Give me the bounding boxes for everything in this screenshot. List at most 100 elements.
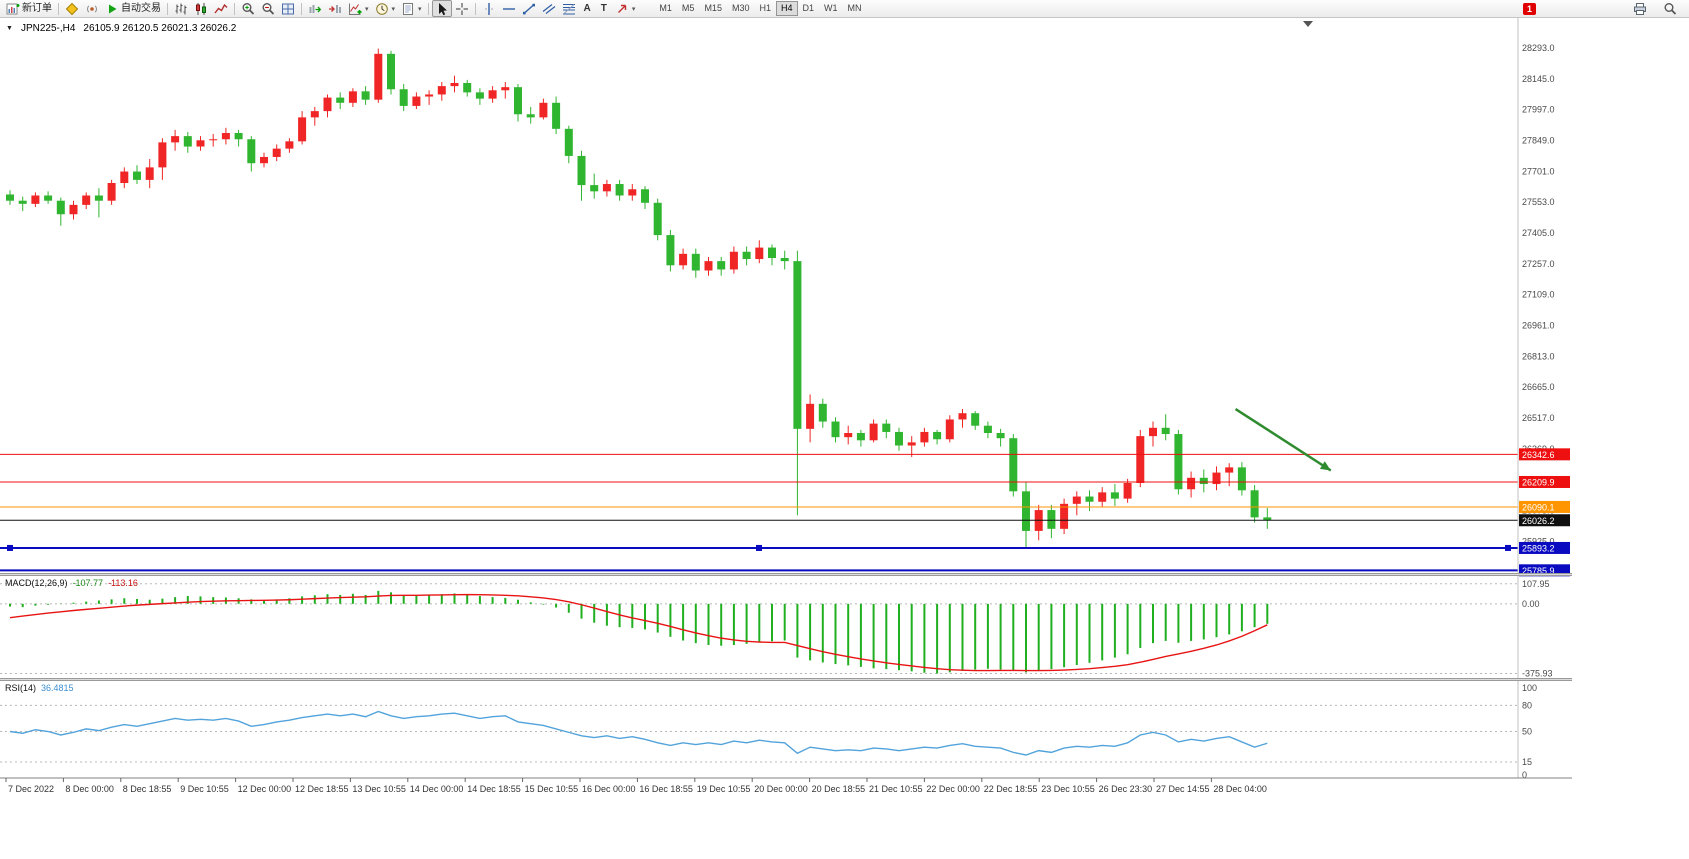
timeframe-m15-button[interactable]: M15 (704, 3, 722, 13)
radar-icon (87, 4, 97, 13)
chart-header: ▼ JPN225-,H4 26105.9 26120.5 26021.3 260… (6, 23, 236, 34)
search-button[interactable] (1660, 0, 1680, 17)
candle-body (183, 136, 192, 147)
time-axis-label: 12 Dec 00:00 (238, 784, 292, 794)
line-chart-button[interactable] (211, 0, 231, 17)
timeframe-h4-button[interactable]: H4 (775, 1, 798, 16)
templates-button[interactable]: ▾ (398, 0, 425, 17)
time-axis-label: 14 Dec 18:55 (467, 784, 521, 794)
time-axis-label: 16 Dec 00:00 (582, 784, 636, 794)
candle-body (463, 83, 472, 93)
price-axis-label: 27701.0 (1522, 166, 1555, 176)
hline-icon (502, 7, 515, 10)
candle-body (526, 114, 535, 118)
signals-button[interactable] (82, 0, 102, 17)
line-handle[interactable] (756, 544, 762, 551)
rsi-value: 36.4815 (41, 683, 74, 693)
fibonacci-retracement-button[interactable] (559, 0, 579, 17)
autotrading-label: 自动交易 (121, 3, 161, 14)
rsi-panel: 100 80 50 15 0 (0, 683, 1537, 780)
equidistant-channel-button[interactable] (539, 0, 559, 17)
zoom-out-button[interactable] (258, 0, 278, 17)
periods-button[interactable]: ▾ (372, 0, 399, 17)
time-axis-label: 19 Dec 10:55 (697, 784, 751, 794)
candle-body (552, 102, 561, 129)
trendline-button[interactable] (519, 0, 539, 17)
indicators-button[interactable]: ▾ (345, 0, 372, 17)
timeframe-h1-button[interactable]: H1 (759, 3, 771, 13)
clock-icon (375, 2, 388, 15)
candle-body (488, 90, 497, 99)
candlestick-chart-button[interactable] (191, 0, 211, 17)
autotrading-button[interactable]: 自动交易 (102, 0, 164, 17)
trend-arrow-line[interactable] (1234, 407, 1332, 472)
timeframe-m30-button[interactable]: M30 (731, 3, 750, 13)
candle-body (971, 413, 980, 426)
toolbar-separator (474, 2, 476, 15)
bar-chart-button[interactable] (171, 0, 191, 17)
rsi-name: RSI(14) (5, 683, 37, 693)
candle-body (717, 261, 726, 270)
candle-body (1161, 427, 1170, 435)
candle-body (82, 195, 91, 205)
panel-separator[interactable] (0, 678, 1572, 681)
candle-body (641, 189, 649, 203)
candle-body (56, 200, 65, 215)
trend-arrow-head[interactable] (1319, 461, 1331, 471)
chart-canvas[interactable] (0, 18, 1572, 801)
toolbar-separator (427, 2, 429, 15)
candle-body (171, 136, 180, 143)
candle-body (260, 156, 268, 164)
price-axis-label: 28145.0 (1522, 74, 1555, 84)
dropdown-arrow-icon: ▾ (418, 5, 422, 13)
candle-body (158, 142, 167, 168)
candle-body (69, 204, 78, 215)
print-button[interactable] (1630, 0, 1650, 17)
timeframe-m5-button[interactable]: M5 (681, 3, 695, 13)
metaeditor-button[interactable] (62, 0, 82, 17)
macd-signal-value: -113.16 (108, 578, 138, 588)
cursor-button[interactable] (431, 0, 452, 17)
toolbar: 新订单 自动交易 ▾ ▾ ▾ A T ▾ M1 M5 M15 M30 H1 H4 D1 W1 MN 1 (0, 0, 1689, 18)
candle-body (983, 425, 992, 433)
candle-body (31, 195, 40, 204)
time-axis-label: 8 Dec 18:55 (123, 784, 172, 794)
candle-body (450, 83, 459, 87)
timeframe-mn-button[interactable]: MN (847, 3, 862, 13)
chart-shift-button[interactable] (325, 0, 345, 17)
one-click-trading-toggle[interactable]: ▼ (6, 25, 13, 32)
timeframe-d1-button[interactable]: D1 (802, 3, 815, 13)
vertical-line-button[interactable] (479, 0, 499, 17)
crosshair-button[interactable] (452, 0, 472, 17)
candle-body (602, 184, 611, 192)
notifications-badge[interactable]: 1 (1522, 2, 1536, 15)
timeframe-m1-button[interactable]: M1 (659, 3, 672, 13)
rsi-axis-label: 80 (1522, 700, 1532, 710)
price-axis-label: 26961.0 (1522, 321, 1555, 331)
chart-shift-marker[interactable] (1303, 21, 1313, 27)
new-order-button[interactable]: 新订单 (3, 0, 55, 17)
candle-body (1047, 510, 1056, 529)
text-button[interactable]: A (579, 0, 596, 17)
auto-scroll-icon (309, 4, 322, 13)
panel-separator[interactable] (0, 573, 1572, 576)
candle-body (844, 433, 853, 438)
time-axis-label: 15 Dec 10:55 (525, 784, 579, 794)
price-tag-value: 25785.9 (1522, 566, 1555, 576)
line-handle[interactable] (7, 544, 13, 551)
tile-windows-button[interactable] (278, 0, 298, 17)
candle-body (895, 431, 903, 446)
price-tag-value: 25893.2 (1522, 543, 1555, 553)
horizontal-line-button[interactable] (499, 0, 519, 17)
candle-body (234, 133, 243, 140)
candle-body (1110, 492, 1119, 499)
time-axis-label: 20 Dec 18:55 (812, 784, 866, 794)
timeframe-w1-button[interactable]: W1 (824, 3, 838, 13)
zoom-in-button[interactable] (238, 0, 258, 17)
text-label-button[interactable]: T (596, 0, 612, 17)
auto-scroll-button[interactable] (305, 0, 325, 17)
candle-body (298, 117, 307, 142)
arrows-button[interactable]: ▾ (612, 0, 639, 17)
line-handle[interactable] (1505, 544, 1511, 551)
price-axis-label: 26517.0 (1522, 413, 1555, 423)
